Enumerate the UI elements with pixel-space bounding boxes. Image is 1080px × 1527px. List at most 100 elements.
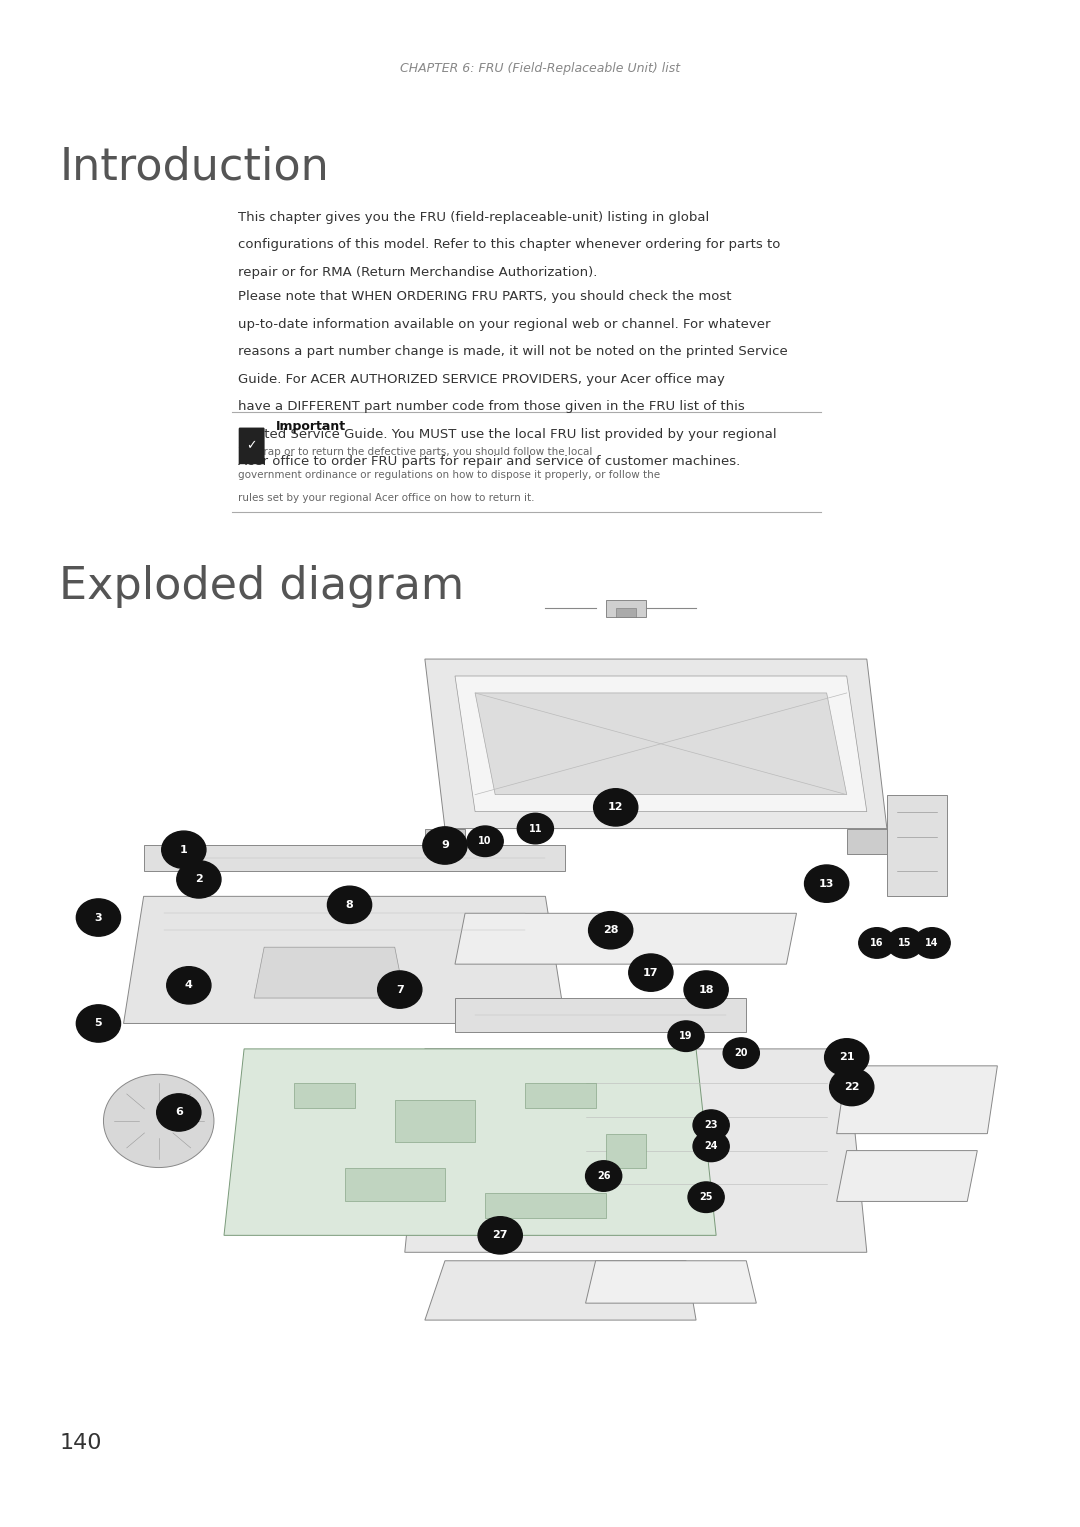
- Text: CHAPTER 6: FRU (Field-Replaceable Unit) list: CHAPTER 6: FRU (Field-Replaceable Unit) …: [400, 63, 680, 75]
- Text: 8: 8: [346, 899, 353, 910]
- Polygon shape: [294, 1083, 354, 1109]
- Text: 25: 25: [700, 1193, 713, 1202]
- Polygon shape: [424, 660, 887, 829]
- Text: This chapter gives you the FRU (field-replaceable-unit) listing in global: This chapter gives you the FRU (field-re…: [238, 211, 708, 224]
- Circle shape: [423, 826, 467, 864]
- Polygon shape: [847, 829, 887, 854]
- Polygon shape: [455, 913, 797, 964]
- Circle shape: [157, 1093, 201, 1132]
- Text: 4: 4: [185, 980, 192, 991]
- Circle shape: [693, 1110, 729, 1141]
- Circle shape: [914, 928, 950, 959]
- Circle shape: [162, 831, 206, 869]
- Circle shape: [104, 1075, 214, 1168]
- Text: printed Service Guide. You MUST use the local FRU list provided by your regional: printed Service Guide. You MUST use the …: [238, 428, 777, 441]
- Text: reasons a part number change is made, it will not be noted on the printed Servic: reasons a part number change is made, it…: [238, 345, 787, 359]
- Text: 20: 20: [734, 1048, 748, 1058]
- Polygon shape: [144, 846, 566, 870]
- Text: 6: 6: [175, 1107, 183, 1118]
- Text: 26: 26: [597, 1171, 610, 1180]
- Text: Exploded diagram: Exploded diagram: [59, 565, 464, 608]
- Text: 21: 21: [839, 1052, 854, 1063]
- Text: Please note that WHEN ORDERING FRU PARTS, you should check the most: Please note that WHEN ORDERING FRU PARTS…: [238, 290, 731, 304]
- Polygon shape: [254, 947, 405, 999]
- Text: have a DIFFERENT part number code from those given in the FRU list of this: have a DIFFERENT part number code from t…: [238, 400, 744, 414]
- Circle shape: [378, 971, 422, 1008]
- Text: 23: 23: [704, 1121, 718, 1130]
- Circle shape: [517, 814, 553, 844]
- Text: 10: 10: [478, 837, 491, 846]
- Circle shape: [327, 886, 372, 924]
- Polygon shape: [475, 693, 847, 794]
- Circle shape: [177, 861, 221, 898]
- Polygon shape: [837, 1066, 998, 1133]
- Polygon shape: [455, 999, 746, 1032]
- Text: 27: 27: [492, 1231, 508, 1240]
- Text: 24: 24: [704, 1141, 718, 1151]
- Text: 140: 140: [59, 1432, 102, 1454]
- Polygon shape: [424, 1261, 697, 1319]
- Circle shape: [688, 1182, 725, 1212]
- Text: Guide. For ACER AUTHORIZED SERVICE PROVIDERS, your Acer office may: Guide. For ACER AUTHORIZED SERVICE PROVI…: [238, 373, 725, 386]
- Circle shape: [829, 1069, 874, 1106]
- Polygon shape: [405, 1049, 867, 1252]
- Text: 28: 28: [603, 925, 619, 935]
- Circle shape: [589, 912, 633, 948]
- Text: 9: 9: [441, 840, 449, 851]
- Circle shape: [77, 1005, 121, 1041]
- Circle shape: [859, 928, 895, 959]
- Text: Acer office to order FRU parts for repair and service of customer machines.: Acer office to order FRU parts for repai…: [238, 455, 740, 469]
- Text: 17: 17: [643, 968, 659, 977]
- Circle shape: [77, 899, 121, 936]
- Circle shape: [585, 1161, 622, 1191]
- Text: 16: 16: [870, 938, 883, 948]
- Polygon shape: [345, 1168, 445, 1202]
- Text: government ordinance or regulations on how to dispose it properly, or follow the: government ordinance or regulations on h…: [238, 470, 660, 481]
- Polygon shape: [424, 829, 465, 854]
- Circle shape: [825, 1038, 868, 1077]
- Text: 1: 1: [180, 844, 188, 855]
- Text: 13: 13: [819, 878, 835, 889]
- Text: Important: Important: [275, 420, 346, 434]
- Circle shape: [724, 1038, 759, 1069]
- Circle shape: [684, 971, 728, 1008]
- Text: 15: 15: [899, 938, 912, 948]
- Circle shape: [805, 864, 849, 902]
- Text: ✓: ✓: [246, 440, 257, 452]
- Polygon shape: [123, 896, 566, 1023]
- Text: 12: 12: [608, 802, 623, 812]
- Polygon shape: [455, 676, 867, 812]
- FancyBboxPatch shape: [239, 428, 265, 464]
- Text: To scrap or to return the defective parts, you should follow the local: To scrap or to return the defective part…: [238, 447, 592, 458]
- Text: rules set by your regional Acer office on how to return it.: rules set by your regional Acer office o…: [238, 493, 535, 504]
- Polygon shape: [585, 1261, 756, 1303]
- Polygon shape: [606, 1133, 646, 1168]
- Circle shape: [166, 967, 211, 1003]
- Text: up-to-date information available on your regional web or channel. For whatever: up-to-date information available on your…: [238, 318, 770, 331]
- Text: 11: 11: [528, 823, 542, 834]
- Circle shape: [478, 1217, 523, 1254]
- Text: 7: 7: [396, 985, 404, 994]
- Text: 2: 2: [195, 875, 203, 884]
- Polygon shape: [606, 600, 646, 617]
- Circle shape: [467, 826, 503, 857]
- Circle shape: [693, 1132, 729, 1162]
- Text: 19: 19: [679, 1031, 692, 1041]
- Polygon shape: [887, 794, 947, 896]
- Circle shape: [629, 954, 673, 991]
- Text: 14: 14: [926, 938, 939, 948]
- Polygon shape: [485, 1193, 606, 1219]
- Text: 5: 5: [95, 1019, 103, 1029]
- Polygon shape: [224, 1049, 716, 1235]
- Polygon shape: [395, 1099, 475, 1142]
- Polygon shape: [837, 1151, 977, 1202]
- Circle shape: [594, 789, 638, 826]
- Text: 3: 3: [95, 913, 103, 922]
- Polygon shape: [616, 608, 636, 617]
- Text: configurations of this model. Refer to this chapter whenever ordering for parts : configurations of this model. Refer to t…: [238, 238, 780, 252]
- Circle shape: [887, 928, 923, 959]
- Text: 22: 22: [843, 1083, 860, 1092]
- Text: repair or for RMA (Return Merchandise Authorization).: repair or for RMA (Return Merchandise Au…: [238, 266, 597, 279]
- Text: 18: 18: [699, 985, 714, 994]
- Circle shape: [667, 1022, 704, 1052]
